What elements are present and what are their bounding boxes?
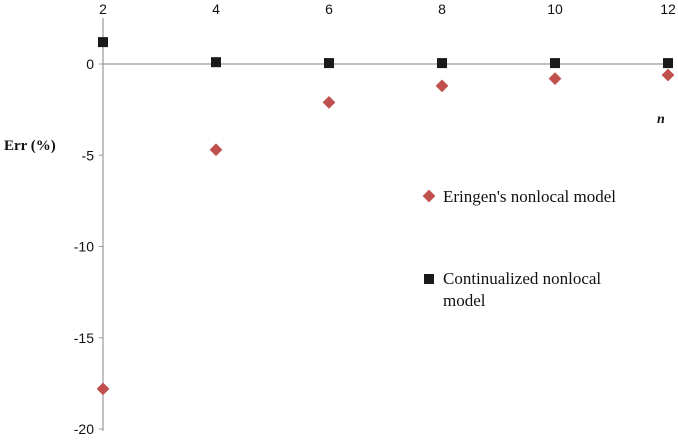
data-points xyxy=(96,37,675,396)
continualized-point xyxy=(211,57,221,68)
eringen-point xyxy=(96,382,110,396)
continualized-point xyxy=(98,37,108,48)
axes xyxy=(99,18,669,431)
x-tick-label: 8 xyxy=(438,1,446,17)
eringen-point xyxy=(435,79,449,93)
tick-labels: 2 4 6 8 10 12 0 -5 -10 -15 -20 xyxy=(74,1,676,437)
y-tick-label: -5 xyxy=(82,147,95,163)
legend-label-continualized-line2: model xyxy=(443,291,486,310)
legend: Eringen's nonlocal model Continualized n… xyxy=(422,187,616,310)
legend-label-continualized-line1: Continualized nonlocal xyxy=(443,269,601,288)
x-axis-label: n xyxy=(657,112,665,127)
y-tick-label: -15 xyxy=(74,330,94,346)
x-tick-label: 2 xyxy=(99,1,107,17)
continualized-point xyxy=(324,58,334,69)
continualized-point xyxy=(663,58,673,69)
x-tick-label: 12 xyxy=(660,1,676,17)
eringen-point xyxy=(548,72,562,85)
continualized-point xyxy=(437,58,447,69)
legend-label-eringen: Eringen's nonlocal model xyxy=(443,187,616,206)
x-tick-label: 10 xyxy=(547,1,563,17)
continualized-point xyxy=(550,58,560,69)
y-tick-label: 0 xyxy=(86,56,94,72)
eringen-point xyxy=(209,143,223,157)
eringen-point xyxy=(322,95,336,109)
legend-item-eringen: Eringen's nonlocal model xyxy=(422,187,616,206)
y-axis-label: Err (%) xyxy=(4,138,56,154)
x-tick-label: 4 xyxy=(212,1,220,17)
y-tick-label: -20 xyxy=(74,421,94,437)
legend-marker-diamond xyxy=(422,189,436,203)
legend-marker-square xyxy=(424,274,434,284)
legend-item-continualized: Continualized nonlocal model xyxy=(424,269,601,310)
x-tick-label: 6 xyxy=(325,1,333,17)
eringen-point xyxy=(661,68,675,82)
y-tick-label: -10 xyxy=(74,239,94,255)
